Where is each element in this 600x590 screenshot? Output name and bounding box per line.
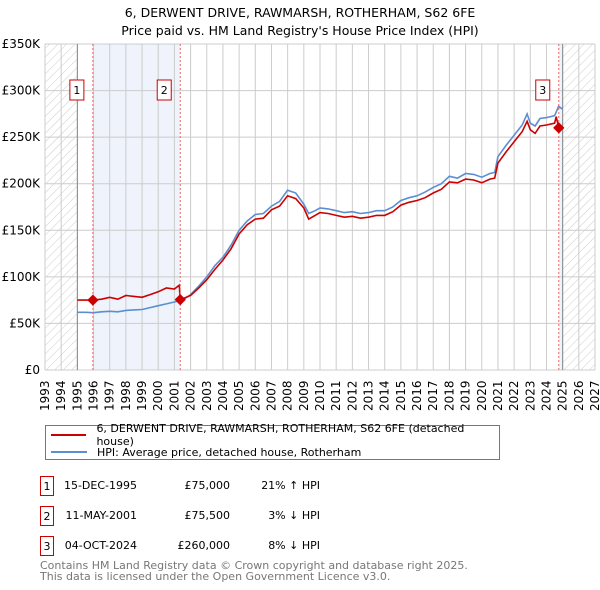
transaction-date: 15-DEC-1995: [63, 479, 137, 492]
y-tick-label: £350K: [2, 37, 42, 51]
x-tick-label: 2014: [378, 380, 392, 411]
sale-number-box: [156, 79, 172, 101]
transaction-row: 3 04-OCT-2024 £260,000 8% ↓ HPI: [0, 536, 600, 556]
y-tick-label: £50K: [9, 316, 41, 330]
footer-copyright: Contains HM Land Registry data © Crown c…: [40, 559, 468, 572]
x-tick-label: 2020: [475, 380, 489, 411]
x-tick-label: 2019: [459, 380, 473, 411]
transaction-number: 3: [40, 536, 54, 556]
x-tick-label: 2011: [329, 380, 343, 411]
x-tick-label: 2007: [264, 380, 278, 411]
x-tick-label: 2001: [167, 380, 181, 411]
transaction-hpi-diff: 8% ↓ HPI: [268, 539, 320, 552]
x-tick-label: 2023: [523, 380, 537, 411]
x-tick-label: 2024: [539, 380, 553, 411]
x-tick-label: 2012: [345, 380, 359, 411]
transaction-row: 2 11-MAY-2001 £75,500 3% ↓ HPI: [0, 506, 600, 526]
transaction-date: 04-OCT-2024: [64, 539, 137, 552]
x-tick-label: 2002: [184, 380, 198, 411]
legend-label-property: 6, DERWENT DRIVE, RAWMARSH, ROTHERHAM, S…: [96, 422, 465, 448]
price-chart: 6, DERWENT DRIVE, RAWMARSH, ROTHERHAM, S…: [2, 5, 600, 411]
x-tick-label: 2003: [200, 380, 214, 411]
legend-label-hpi: HPI: Average price, detached house, Roth…: [97, 445, 362, 459]
sale-number-label: 1: [73, 84, 80, 97]
x-tick-label: 2021: [491, 380, 505, 411]
x-tick-label: 1996: [87, 380, 101, 411]
transaction-price: £260,000: [177, 539, 231, 552]
x-tick-label: 2008: [281, 380, 295, 411]
y-tick-label: £200K: [2, 177, 42, 191]
transaction-row: 1 15-DEC-1995 £75,000 21% ↑ HPI: [0, 476, 600, 496]
y-tick-label: £150K: [2, 223, 42, 237]
y-tick-label: £0: [25, 363, 40, 377]
x-tick-label: 2018: [442, 380, 456, 411]
x-tick-label: 2004: [216, 380, 230, 411]
property-price-line: [77, 116, 560, 301]
transaction-hpi-diff: 3% ↓ HPI: [268, 509, 320, 522]
legend: 6, DERWENT DRIVE, RAWMARSH, ROTHERHAM, S…: [45, 422, 500, 460]
transaction-price: £75,500: [184, 509, 231, 522]
y-tick-label: £250K: [2, 130, 42, 144]
shaded-period: [558, 44, 563, 370]
x-tick-label: 2013: [362, 380, 376, 411]
transaction-hpi-diff: 21% ↑ HPI: [261, 479, 320, 492]
y-tick-label: £100K: [2, 270, 42, 284]
x-tick-label: 1997: [103, 380, 117, 411]
x-tick-label: 2006: [248, 380, 262, 411]
y-tick-label: £300K: [2, 84, 42, 98]
legend-swatch-hpi: [51, 451, 87, 453]
legend-item-property: 6, DERWENT DRIVE, RAWMARSH, ROTHERHAM, S…: [46, 422, 499, 448]
x-tick-label: 1999: [135, 380, 149, 411]
transaction-number: 2: [40, 506, 54, 526]
footer-licence: This data is licensed under the Open Gov…: [40, 570, 391, 583]
x-tick-label: 1998: [119, 380, 133, 411]
x-tick-label: 2027: [588, 380, 600, 411]
chart-subtitle: Price paid vs. HM Land Registry's House …: [121, 23, 478, 38]
x-tick-label: 2022: [507, 380, 521, 411]
hpi-line: [77, 105, 564, 314]
x-tick-label: 1995: [70, 380, 84, 411]
x-tick-label: 2025: [556, 380, 570, 411]
x-tick-label: 2009: [297, 380, 311, 411]
chart-title: 6, DERWENT DRIVE, RAWMARSH, ROTHERHAM, S…: [125, 5, 476, 20]
sale-number-box: [535, 79, 551, 101]
sale-number-label: 3: [539, 84, 546, 97]
x-tick-label: 2017: [426, 380, 440, 411]
sale-point: [174, 294, 186, 306]
x-tick-label: 2015: [394, 380, 408, 411]
x-tick-label: 2016: [410, 380, 424, 411]
x-tick-label: 2010: [313, 380, 327, 411]
sale-number-box: [69, 79, 85, 101]
transaction-number: 1: [40, 476, 54, 496]
x-tick-label: 2026: [572, 380, 586, 411]
transaction-price: £75,000: [184, 479, 231, 492]
x-tick-label: 2000: [151, 380, 165, 411]
x-tick-label: 2005: [232, 380, 246, 411]
legend-swatch-property: [51, 434, 87, 436]
sale-number-label: 2: [161, 84, 168, 97]
x-tick-label: 1993: [38, 380, 52, 411]
transaction-date: 11-MAY-2001: [65, 509, 137, 522]
x-tick-label: 1994: [54, 380, 68, 411]
legend-item-hpi: HPI: Average price, detached house, Roth…: [46, 444, 361, 460]
